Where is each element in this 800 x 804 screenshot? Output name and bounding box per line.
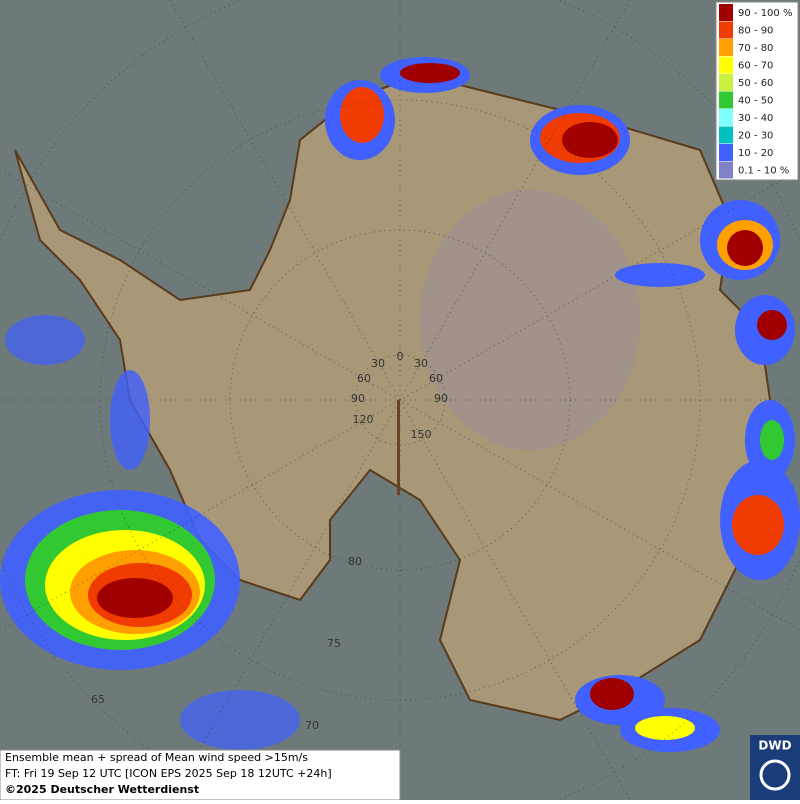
grid-label: 90: [351, 392, 365, 405]
grid-label: 60: [357, 372, 371, 385]
legend-label: 40 - 50: [738, 96, 773, 107]
legend-swatch: [719, 144, 733, 161]
caption-box: [0, 749, 401, 801]
legend-label: 30 - 40: [738, 113, 773, 124]
grid-label: 60: [429, 372, 443, 385]
caption: Ensemble mean + spread of Mean wind spee…: [0, 749, 401, 801]
grid-label: 65: [91, 693, 105, 706]
legend-swatch: [719, 109, 733, 126]
grid-label: 120: [353, 413, 374, 426]
grid-label: 30: [371, 357, 385, 370]
grid-label: 90: [434, 392, 448, 405]
grid-label: 150: [411, 428, 432, 441]
plateau: [420, 190, 640, 450]
legend-label: 20 - 30: [738, 131, 773, 142]
legend-swatch: [719, 4, 733, 21]
legend-label: 70 - 80: [738, 43, 773, 54]
legend-swatch: [719, 126, 733, 144]
legend-label: 10 - 20: [738, 148, 773, 159]
legend-swatch: [719, 39, 733, 56]
legend-swatch: [719, 21, 733, 39]
legend: 90 - 100 % 80 - 90 70 - 80 60 - 70 50 - 60 40…: [715, 1, 799, 181]
caption-line: ©2025 Deutscher Wetterdienst: [5, 783, 199, 796]
legend-label: 50 - 60: [738, 78, 773, 89]
caption-line: Ensemble mean + spread of Mean wind spee…: [5, 751, 308, 764]
shelf-line: [397, 400, 400, 495]
grid-label: 70: [305, 719, 319, 732]
grid-label: 80: [348, 555, 362, 568]
legend-label: 80 - 90: [738, 26, 773, 37]
legend-label: 90 - 100 %: [738, 8, 792, 19]
grid-label: 75: [327, 637, 341, 650]
logo-icon: [759, 759, 791, 791]
grid-label: 30: [414, 357, 428, 370]
legend-swatch: [719, 91, 733, 109]
grid-label: 0: [397, 350, 404, 363]
legend-swatch: [719, 56, 733, 74]
legend-label: 60 - 70: [738, 61, 773, 72]
logo: DWD: [750, 735, 800, 800]
logo-text: DWD: [758, 739, 791, 753]
legend-label: 0.1 - 10 %: [738, 166, 789, 177]
legend-swatch: [719, 74, 733, 91]
legend-swatch: [719, 161, 733, 179]
wind-areas: [0, 57, 800, 752]
caption-line: FT: Fri 19 Sep 12 UTC [ICON EPS 2025 Sep…: [5, 767, 332, 780]
